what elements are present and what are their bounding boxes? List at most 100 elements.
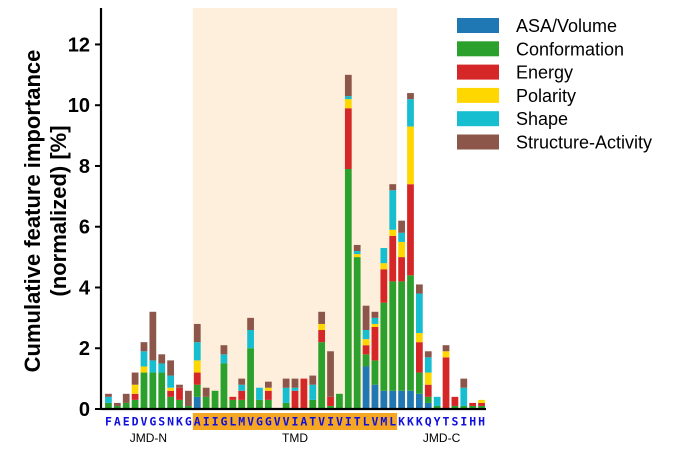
legend-swatch-structure-activity xyxy=(457,134,499,150)
bar-segment-shape-30 xyxy=(371,317,379,324)
sequence-residue-42: H xyxy=(478,415,485,429)
bar-segment-energy-30 xyxy=(371,326,379,361)
sequence-residue-33: K xyxy=(398,415,405,429)
sequence-residue-35: K xyxy=(416,415,423,429)
y-axis-label-line-2: (normalized) [%] xyxy=(46,125,71,296)
sequence-residue-16: V xyxy=(247,415,254,429)
bar-segment-shape-28 xyxy=(353,251,361,255)
legend-swatch-shape xyxy=(457,111,499,127)
bar-segment-conformation-8 xyxy=(176,399,183,409)
bar-segment-conformation-42 xyxy=(478,405,485,409)
bar-segment-energy-22 xyxy=(300,378,308,409)
sequence-residue-28: T xyxy=(354,415,361,429)
sequence-residue-9: G xyxy=(185,415,192,429)
legend-label-polarity: Polarity xyxy=(516,86,576,106)
sequence-residue-17: G xyxy=(256,415,263,429)
legend: ASA/Volume Conformation Energy Polarity Shap… xyxy=(457,16,652,153)
sequence-residue-31: M xyxy=(380,415,387,429)
sequence-residue-38: T xyxy=(443,415,450,429)
bar-segment-energy-41 xyxy=(469,402,477,406)
bar-segment-energy-35 xyxy=(415,342,423,373)
sequence-residue-41: H xyxy=(469,415,476,429)
tmd-sequence-background xyxy=(192,413,398,430)
bar-segment-polarity-31 xyxy=(380,263,388,270)
bar-segment-shape-5 xyxy=(149,360,157,373)
y-tick-label-12: 12 xyxy=(68,34,90,56)
bar-segment-conformation-31 xyxy=(380,302,388,391)
bar-segment-energy-18 xyxy=(264,390,272,400)
bar-segment-conformation-28 xyxy=(353,257,361,409)
bar-segment-structure-activity-40 xyxy=(460,378,468,388)
sequence-residue-13: G xyxy=(220,415,227,429)
bar-segment-polarity-7 xyxy=(167,387,175,391)
bar-segment-energy-14 xyxy=(229,396,237,400)
sequence-residue-6: S xyxy=(158,415,165,429)
bar-segment-structure-activity-35 xyxy=(415,284,423,294)
bar-segment-polarity-10 xyxy=(193,360,201,373)
bar-segment-structure-activity-10 xyxy=(193,323,201,343)
bar-segment-conformation-17 xyxy=(256,399,263,409)
bar-segment-energy-25 xyxy=(327,396,334,406)
bar-segment-conformation-4 xyxy=(140,372,148,409)
sequence-residue-12: I xyxy=(212,415,219,429)
bar-segment-asa-volume-36 xyxy=(424,402,432,409)
bar-segment-conformation-18 xyxy=(264,399,272,409)
bar-segment-energy-33 xyxy=(398,257,405,282)
sequence-residue-10: A xyxy=(194,415,201,429)
legend-swatch-polarity xyxy=(457,87,499,103)
bar-segment-conformation-23 xyxy=(309,399,317,409)
y-axis-label: Cumulative feature importance (normalize… xyxy=(20,50,71,373)
bar-segment-conformation-3 xyxy=(131,399,139,409)
bar-segment-structure-activity-13 xyxy=(220,345,228,355)
bar-segment-shape-0 xyxy=(105,396,112,403)
bar-segment-structure-activity-36 xyxy=(424,351,432,358)
bar-segment-structure-activity-16 xyxy=(247,317,254,331)
bar-segment-energy-34 xyxy=(407,184,414,276)
bar-segment-structure-activity-27 xyxy=(344,74,352,97)
bar-segment-asa-volume-32 xyxy=(389,390,397,409)
legend-swatch-conformation xyxy=(457,41,499,57)
bar-segment-polarity-34 xyxy=(407,126,414,185)
y-tick-label-0: 0 xyxy=(79,399,90,421)
sequence-residue-18: G xyxy=(265,415,272,429)
sequence-residue-8: K xyxy=(176,415,183,429)
bar-segment-conformation-39 xyxy=(451,405,459,409)
sequence-residue-3: D xyxy=(132,415,139,429)
bar-segment-shape-23 xyxy=(309,384,317,400)
bar-segment-shape-21 xyxy=(291,387,299,391)
bar-segment-polarity-30 xyxy=(371,323,379,327)
bar-segment-conformation-25 xyxy=(327,405,334,409)
bar-segment-polarity-27 xyxy=(344,99,352,109)
bar-segment-energy-42 xyxy=(478,402,485,406)
bar-segment-conformation-5 xyxy=(149,372,157,409)
bar-segment-polarity-38 xyxy=(442,351,450,358)
bar-segment-conformation-27 xyxy=(344,169,352,409)
legend-swatch-asa-volume xyxy=(457,18,499,33)
sequence-residue-25: I xyxy=(327,415,334,429)
sequence-residue-4: V xyxy=(141,415,148,429)
bar-segment-shape-6 xyxy=(158,363,166,373)
bar-segment-structure-activity-9 xyxy=(185,390,192,406)
bar-segment-structure-activity-11 xyxy=(202,387,210,397)
bar-segment-structure-activity-2 xyxy=(122,393,130,403)
sequence-residue-29: L xyxy=(363,415,370,429)
bar-segment-structure-activity-32 xyxy=(389,184,397,191)
bar-segment-structure-activity-0 xyxy=(105,393,112,397)
bar-segment-polarity-32 xyxy=(389,229,397,236)
bar-segment-conformation-12 xyxy=(211,390,219,409)
legend-label-conformation: Conformation xyxy=(516,39,624,59)
bar-segment-shape-10 xyxy=(193,342,201,361)
sequence-residue-26: V xyxy=(336,415,343,429)
legend-label-energy: Energy xyxy=(516,63,573,83)
bar-segment-asa-volume-34 xyxy=(407,390,414,409)
bar-segment-structure-activity-6 xyxy=(158,354,166,364)
bar-segment-conformation-33 xyxy=(398,281,405,391)
bar-segment-conformation-41 xyxy=(469,405,477,409)
bar-segment-asa-volume-30 xyxy=(371,384,379,409)
bar-segment-conformation-35 xyxy=(415,372,423,394)
bar-segment-polarity-4 xyxy=(140,366,148,373)
bar-segment-conformation-6 xyxy=(158,372,166,409)
sequence-residue-11: I xyxy=(203,415,210,429)
sequence-residue-15: M xyxy=(238,415,245,429)
sequence-residue-32: L xyxy=(389,415,396,429)
